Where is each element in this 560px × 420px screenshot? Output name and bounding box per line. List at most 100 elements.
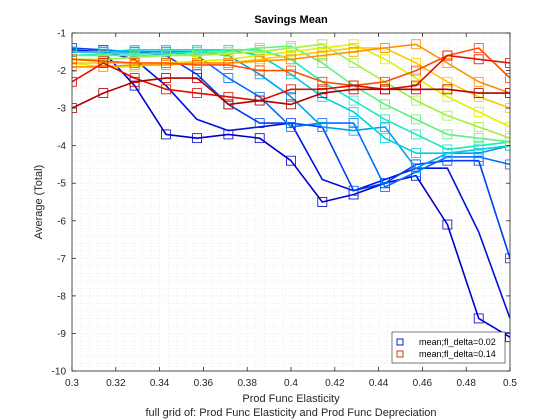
y-tick-label: -1: [57, 29, 66, 40]
series-marker: [442, 50, 453, 61]
series-marker: [380, 84, 390, 95]
series-marker: [505, 73, 510, 83]
series-12: [72, 43, 510, 91]
series-marker: [72, 76, 77, 87]
series-marker: [411, 114, 421, 125]
series-marker: [505, 88, 510, 98]
series-marker: [254, 118, 265, 129]
series-marker: [192, 73, 202, 83]
x-axis-label: Prod Func Elasticity: [242, 393, 340, 405]
y-axis-label: Average (Total): [33, 165, 45, 239]
series-marker: [473, 313, 484, 324]
series-marker: [317, 88, 328, 98]
series-marker: [286, 99, 296, 110]
y-tick-label: -2: [57, 66, 66, 77]
x-tick-label: 0.34: [150, 378, 170, 389]
series-marker: [473, 54, 484, 65]
series-marker: [380, 99, 390, 110]
x-tick-label: 0.32: [106, 378, 126, 389]
x-tick-label: 0.48: [456, 378, 476, 389]
series-marker: [411, 84, 421, 95]
series-marker: [442, 219, 453, 230]
series-marker: [473, 133, 484, 144]
series-marker: [254, 65, 265, 76]
series-marker: [98, 58, 109, 68]
series-line-5: [72, 49, 510, 154]
series-marker: [380, 121, 390, 132]
series-marker: [254, 133, 265, 144]
series-line-11: [72, 43, 510, 94]
series-marker: [223, 73, 234, 83]
series-marker: [348, 95, 359, 106]
series-marker: [286, 65, 296, 76]
y-tick-label: -4: [57, 141, 66, 152]
series-marker: [411, 65, 421, 76]
series-marker: [380, 182, 390, 192]
ticks: 0.3 0.32 0.34 0.36 0.38 0.4 0.42 0.44 0.46 0.48 0.…: [52, 29, 518, 390]
legend-label-0: mean;fl_delta=0.02: [419, 337, 496, 347]
series-marker: [442, 91, 453, 102]
x-tick-label: 0.36: [194, 378, 214, 389]
series-marker: [473, 43, 484, 53]
legend-box: [391, 331, 506, 364]
series-marker: [442, 144, 453, 155]
y-tick-label: -5: [57, 179, 66, 190]
series-marker: [286, 155, 296, 166]
series-marker: [317, 121, 328, 132]
series-marker: [317, 197, 328, 207]
series-marker: [317, 76, 328, 87]
series-marker: [411, 163, 421, 174]
series-marker: [411, 58, 421, 68]
series-marker: [317, 58, 328, 68]
x-tick-label: 0.4: [284, 378, 298, 389]
series-marker: [411, 73, 421, 83]
series-marker: [348, 185, 359, 196]
series-marker: [161, 129, 171, 140]
series-marker: [380, 54, 390, 65]
series-line-12: [72, 47, 510, 87]
grid: [72, 33, 510, 371]
legend-marker-0: [396, 338, 404, 346]
x-tick-label: 0.38: [237, 378, 257, 389]
series-marker: [192, 133, 202, 144]
series-marker: [161, 73, 171, 83]
series-marker: [380, 133, 390, 144]
series-marker: [348, 125, 359, 136]
y-tick-label: -6: [57, 216, 66, 227]
series-marker: [192, 60, 202, 70]
y-tick-label: -8: [57, 291, 66, 302]
series-marker: [286, 121, 296, 132]
series-marker: [161, 58, 171, 68]
y-tick-label: -3: [57, 104, 66, 115]
series-marker: [380, 43, 390, 53]
series-marker: [442, 76, 453, 87]
series-marker: [380, 114, 390, 125]
series-marker: [505, 58, 510, 68]
series-marker: [505, 133, 510, 144]
series-marker: [473, 106, 484, 117]
series-marker: [317, 50, 328, 61]
series-marker: [129, 76, 140, 87]
legend: mean;fl_delta=0.02 mean;fl_delta=0.14: [391, 331, 506, 364]
x-tick-label: 0.42: [325, 378, 345, 389]
series-marker: [72, 103, 77, 114]
legend-label-1: mean;fl_delta=0.14: [419, 349, 496, 359]
series-marker: [442, 84, 453, 95]
series-marker: [98, 88, 109, 98]
series-marker: [72, 54, 77, 65]
series-marker: [473, 140, 484, 151]
y-tick-label: -9: [57, 329, 66, 340]
series-marker: [348, 84, 359, 95]
series-marker: [473, 76, 484, 87]
series-marker: [223, 60, 234, 70]
series-marker: [192, 88, 202, 98]
series-marker: [161, 84, 171, 95]
x-tick-label: 0.5: [503, 378, 517, 389]
series-marker: [254, 95, 265, 106]
series-marker: [348, 118, 359, 129]
series-marker: [411, 39, 421, 50]
series-marker: [442, 58, 453, 68]
series-marker: [473, 121, 484, 132]
series-marker: [72, 61, 77, 72]
